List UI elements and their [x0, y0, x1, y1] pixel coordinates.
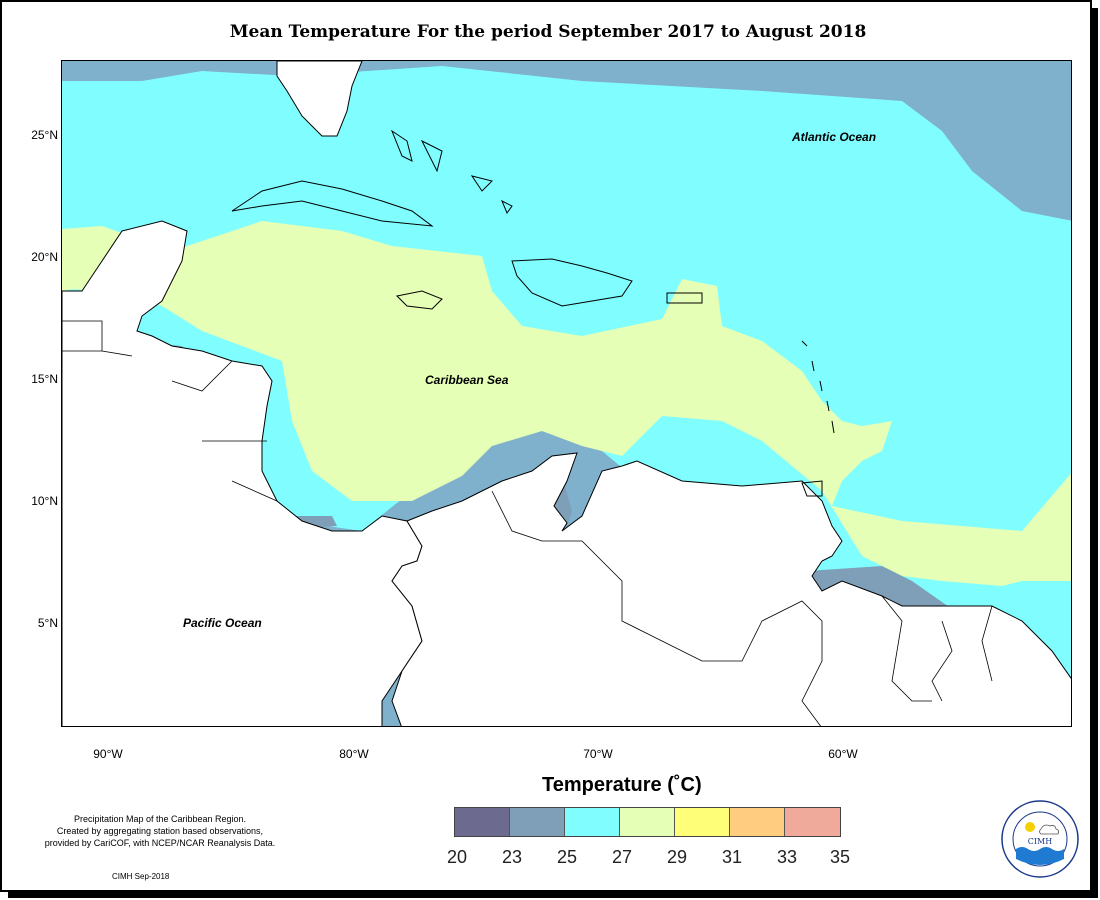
label-pacific-ocean: Pacific Ocean	[183, 616, 262, 630]
credit-stamp: CIMH Sep-2018	[112, 872, 170, 881]
sun-icon	[1025, 822, 1035, 832]
legend-title: Temperature (˚C)	[542, 774, 702, 796]
credit-line-2: Created by aggregating station based obs…	[56, 826, 264, 836]
label-caribbean-sea: Caribbean Sea	[425, 373, 509, 387]
longitude-label-80w: 80°W	[339, 747, 369, 761]
latitude-label-15n: 15°N	[31, 372, 58, 386]
latitude-label-20n: 20°N	[31, 250, 58, 264]
legend-tick-20: 20	[446, 847, 468, 867]
legend-swatch-29-31	[675, 808, 730, 836]
legend-colorbar	[454, 807, 841, 837]
credit-text: Precipitation Map of the Caribbean Regio…	[10, 813, 310, 849]
legend-swatch-27-29	[620, 808, 675, 836]
temperature-zone-27-29-west	[62, 229, 92, 291]
latitude-label-25n: 25°N	[31, 128, 58, 142]
legend-swatch-31-33	[730, 808, 785, 836]
legend-tick-33: 33	[776, 847, 798, 867]
legend-tick-29: 29	[666, 847, 688, 867]
legend-swatch-20-23	[455, 808, 510, 836]
map-canvas	[62, 61, 1071, 726]
longitude-label-90w: 90°W	[93, 747, 123, 761]
land-florida	[276, 61, 363, 137]
legend-tick-27: 27	[611, 847, 633, 867]
legend-swatch-23-25	[510, 808, 565, 836]
legend-swatch-25-27	[565, 808, 620, 836]
cimh-logo: CIMH	[1001, 800, 1079, 878]
legend-swatch-33-35	[785, 808, 840, 836]
credit-line-1: Precipitation Map of the Caribbean Regio…	[73, 814, 247, 824]
logo-name: CIMH	[1028, 837, 1052, 846]
longitude-label-70w: 70°W	[583, 747, 613, 761]
land-south-america	[391, 452, 1071, 726]
island-cuba	[231, 180, 434, 227]
temperature-zone-27-29	[62, 221, 1071, 586]
island-hispaniola	[511, 258, 633, 307]
island-trinidad	[801, 480, 823, 497]
legend-tick-31: 31	[721, 847, 743, 867]
label-atlantic-ocean: Atlantic Ocean	[792, 130, 877, 144]
waves-icon	[1016, 847, 1064, 865]
country-borders	[62, 320, 993, 726]
longitude-label-60w: 60°W	[828, 747, 858, 761]
legend-tick-23: 23	[501, 847, 523, 867]
legend-tick-25: 25	[556, 847, 578, 867]
latitude-label-5n: 5°N	[37, 616, 58, 630]
island-puerto-rico	[666, 292, 703, 304]
island-lesser-antilles	[801, 340, 835, 434]
map-title: Mean Temperature For the period Septembe…	[229, 22, 867, 42]
credit-line-3: provided by CariCOF, with NCEP/NCAR Rean…	[44, 838, 276, 848]
island-bahamas	[390, 129, 513, 215]
island-jamaica	[395, 290, 443, 310]
legend-tick-35: 35	[829, 847, 851, 867]
temperature-map	[61, 60, 1072, 727]
cloud-icon	[1039, 824, 1060, 835]
latitude-label-10n: 10°N	[31, 494, 58, 508]
